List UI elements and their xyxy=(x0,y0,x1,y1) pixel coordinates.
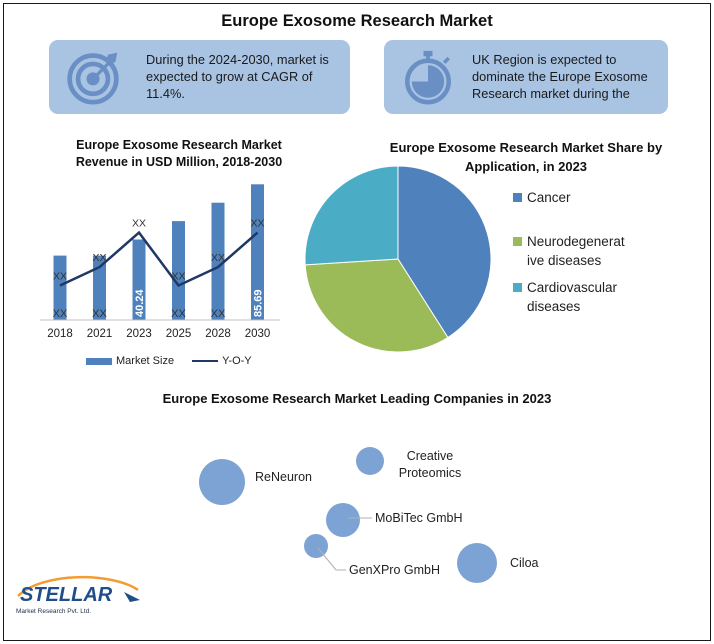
pie-legend-label: Cancer xyxy=(527,190,571,205)
bar-value-label-2030: 85.69 xyxy=(253,289,265,317)
pie-slice-3 xyxy=(304,165,399,266)
bar-chart-title: Europe Exosome Research Market Revenue i… xyxy=(75,138,283,169)
x-tick-2023: 2023 xyxy=(126,328,152,340)
bar-2021 xyxy=(93,255,106,320)
target-icon xyxy=(67,52,119,105)
cagr-text: During the 2024-2030, market is expected… xyxy=(146,52,329,101)
logo-tagline: Market Research Pvt. Ltd. xyxy=(16,608,91,615)
stellar-logo: STELLAR Market Research Pvt. Ltd. xyxy=(16,576,140,615)
legend-label-yoy: Y-O-Y xyxy=(222,355,252,367)
bubble-mobitec-gmbh xyxy=(326,503,360,537)
pie-chart xyxy=(304,165,492,353)
stopwatch-icon xyxy=(405,50,451,105)
bubble-reneuron xyxy=(199,459,245,505)
logo-brand: STELLAR xyxy=(20,584,113,606)
bubble-label-ciloa: Ciloa xyxy=(510,556,539,570)
infographic-frame xyxy=(3,3,711,641)
bar-2023 xyxy=(132,239,146,320)
region-text: UK Region is expected to dominate the Eu… xyxy=(472,52,648,101)
region-card: UK Region is expected to dominate the Eu… xyxy=(384,40,668,114)
bar-2018 xyxy=(53,255,67,320)
pie-legend-item-3: Cardiovascular diseases xyxy=(513,278,617,316)
bar-value-label-2025: XX xyxy=(171,308,186,320)
pie-legend-swatch xyxy=(513,193,522,202)
bubble-label-genxpro-gmbh: GenXPro GmbH xyxy=(349,563,441,577)
bar-value-label-2028: XX xyxy=(211,308,226,320)
page-title: Europe Exosome Research Market xyxy=(221,12,493,30)
yoy-line xyxy=(59,230,259,288)
leader-line-genxpro-gmbh xyxy=(317,547,346,571)
yoy-label-2023: XX xyxy=(132,218,146,230)
bubble-label-mobitec-gmbh: MoBiTec GmbH xyxy=(375,511,463,525)
pie-legend-swatch xyxy=(513,237,522,246)
pie-legend-item-2: Neurodegenerat ive diseases xyxy=(513,232,625,270)
bubble-chart-title: Europe Exosome Research Market Leading C… xyxy=(162,391,552,406)
pie-legend-swatch xyxy=(513,283,522,292)
pie-slice-1 xyxy=(397,165,492,339)
bar-chart-legend: Market Size Y-O-Y xyxy=(86,355,252,367)
x-tick-2030: 2030 xyxy=(245,328,271,340)
yoy-label-2025: XX xyxy=(171,271,185,283)
bar-value-label-2021: XX xyxy=(92,308,107,320)
pie-legend-label: Cardiovascular diseases xyxy=(527,280,618,314)
bar-value-label-2023: 40.24 xyxy=(134,289,146,317)
x-tick-2021: 2021 xyxy=(87,328,113,340)
yoy-label-2021: XX xyxy=(92,252,106,264)
yoy-label-2028: XX xyxy=(211,252,225,264)
bubble-ciloa xyxy=(457,543,497,583)
bubble-genxpro-gmbh xyxy=(304,534,328,558)
pie-chart-title: Europe Exosome Research Market Share by … xyxy=(389,140,663,174)
legend-swatch-market-size xyxy=(86,357,112,365)
pie-slice-2 xyxy=(304,258,449,353)
x-tick-2028: 2028 xyxy=(205,328,231,340)
bar-2025 xyxy=(172,221,185,320)
pie-legend-item-1: Cancer xyxy=(513,188,571,207)
pie-legend-label: Neurodegenerat ive diseases xyxy=(527,234,625,268)
x-tick-2018: 2018 xyxy=(47,328,73,340)
bar-chart: XX 2018 XX 2021 40.24 2023 XX 2025 XX 2028 85.69 20… xyxy=(40,184,280,340)
bar-2030 xyxy=(251,184,264,320)
yoy-label-2018: XX xyxy=(53,271,67,283)
x-tick-2025: 2025 xyxy=(166,328,192,340)
cagr-card: During the 2024-2030, market is expected… xyxy=(49,40,350,114)
bubble-chart xyxy=(199,447,497,583)
bubble-label-creative-proteomics: Creative Proteomics xyxy=(398,449,462,480)
bubble-creative-proteomics xyxy=(356,447,384,475)
legend-swatch-yoy xyxy=(192,359,219,363)
legend-label-market-size: Market Size xyxy=(116,355,175,367)
bubble-label-reneuron: ReNeuron xyxy=(255,470,312,484)
yoy-label-2030: XX xyxy=(250,218,264,230)
bar-2028 xyxy=(211,202,225,320)
bar-value-label-2018: XX xyxy=(53,308,68,320)
